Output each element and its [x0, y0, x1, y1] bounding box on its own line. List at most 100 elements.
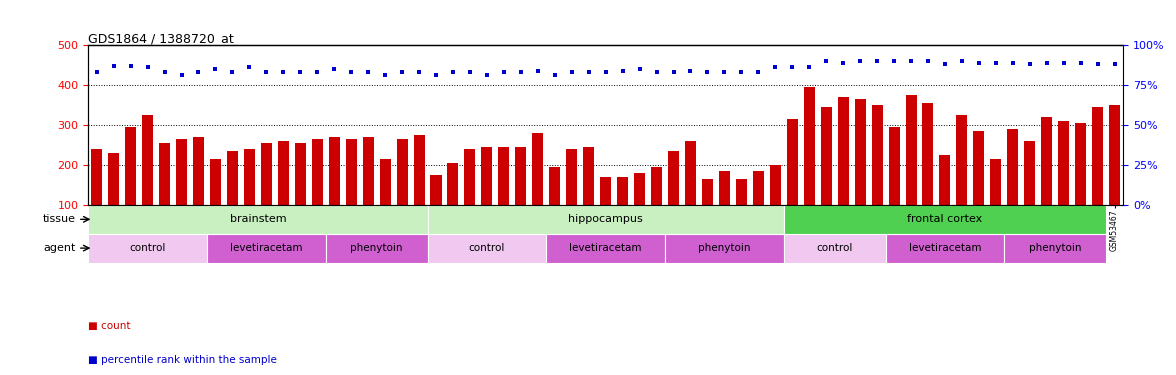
Bar: [328, 137, 340, 205]
Bar: [652, 167, 662, 205]
Point: [427, 72, 446, 78]
Bar: [803, 87, 815, 205]
Point: [189, 69, 208, 75]
Point: [580, 69, 599, 75]
Bar: [922, 103, 934, 205]
Bar: [871, 105, 883, 205]
Bar: [326, 234, 428, 262]
Text: ■ count: ■ count: [88, 321, 131, 331]
Text: phenytoin: phenytoin: [1029, 243, 1082, 253]
Bar: [547, 234, 664, 262]
Point: [834, 60, 853, 66]
Text: levetiracetam: levetiracetam: [230, 243, 302, 253]
Bar: [583, 147, 594, 205]
Bar: [88, 234, 207, 262]
Point: [155, 69, 174, 75]
Bar: [108, 153, 119, 205]
Bar: [159, 143, 171, 205]
Point: [850, 58, 869, 64]
Point: [393, 69, 412, 75]
Bar: [362, 137, 374, 205]
Text: hippocampus: hippocampus: [568, 214, 643, 224]
Point: [256, 69, 275, 75]
Point: [240, 64, 259, 70]
Point: [918, 58, 937, 64]
Bar: [125, 127, 136, 205]
Bar: [1075, 123, 1087, 205]
Bar: [428, 234, 547, 262]
Point: [1088, 61, 1107, 67]
Point: [443, 69, 462, 75]
Point: [987, 60, 1005, 66]
Point: [884, 58, 903, 64]
Bar: [533, 133, 543, 205]
Bar: [736, 179, 747, 205]
Bar: [1109, 105, 1120, 205]
Bar: [549, 167, 560, 205]
Text: GDS1864 / 1388720_at: GDS1864 / 1388720_at: [88, 32, 234, 45]
Point: [936, 61, 955, 67]
Bar: [837, 97, 849, 205]
Bar: [414, 135, 425, 205]
Point: [953, 58, 971, 64]
Bar: [566, 149, 577, 205]
Point: [562, 69, 581, 75]
Text: levetiracetam: levetiracetam: [569, 243, 642, 253]
Bar: [380, 159, 390, 205]
Bar: [634, 173, 646, 205]
Text: phenytoin: phenytoin: [350, 243, 403, 253]
Bar: [1024, 141, 1035, 205]
Text: frontal cortex: frontal cortex: [908, 214, 983, 224]
Point: [817, 58, 836, 64]
Bar: [278, 141, 289, 205]
Point: [206, 66, 225, 72]
Point: [613, 68, 632, 74]
Bar: [719, 171, 730, 205]
Bar: [142, 115, 153, 205]
Bar: [515, 147, 527, 205]
Bar: [889, 127, 900, 205]
Bar: [783, 205, 1107, 234]
Point: [308, 69, 327, 75]
Point: [461, 69, 480, 75]
Point: [766, 64, 784, 70]
Text: brainstem: brainstem: [229, 214, 286, 224]
Bar: [465, 149, 475, 205]
Text: ■ percentile rank within the sample: ■ percentile rank within the sample: [88, 355, 278, 365]
Point: [105, 63, 123, 69]
Bar: [906, 95, 916, 205]
Bar: [207, 234, 326, 262]
Bar: [684, 141, 696, 205]
Text: tissue: tissue: [42, 214, 75, 224]
Point: [630, 66, 649, 72]
Text: control: control: [816, 243, 853, 253]
Bar: [211, 159, 221, 205]
Point: [290, 69, 309, 75]
Bar: [956, 115, 968, 205]
Point: [359, 69, 377, 75]
Point: [528, 68, 547, 74]
Point: [494, 69, 513, 75]
Point: [699, 69, 717, 75]
Point: [902, 58, 921, 64]
Bar: [193, 137, 203, 205]
Point: [969, 60, 988, 66]
Point: [325, 66, 343, 72]
Bar: [940, 155, 950, 205]
Bar: [753, 171, 764, 205]
Point: [800, 64, 818, 70]
Point: [1071, 60, 1090, 66]
Text: levetiracetam: levetiracetam: [909, 243, 981, 253]
Point: [121, 63, 140, 69]
Point: [1003, 60, 1022, 66]
Bar: [295, 143, 306, 205]
Text: control: control: [129, 243, 166, 253]
Point: [1055, 60, 1074, 66]
Bar: [600, 177, 612, 205]
Point: [274, 69, 293, 75]
Point: [749, 69, 768, 75]
Bar: [702, 179, 713, 205]
Point: [477, 72, 496, 78]
Point: [783, 64, 802, 70]
Point: [664, 69, 683, 75]
